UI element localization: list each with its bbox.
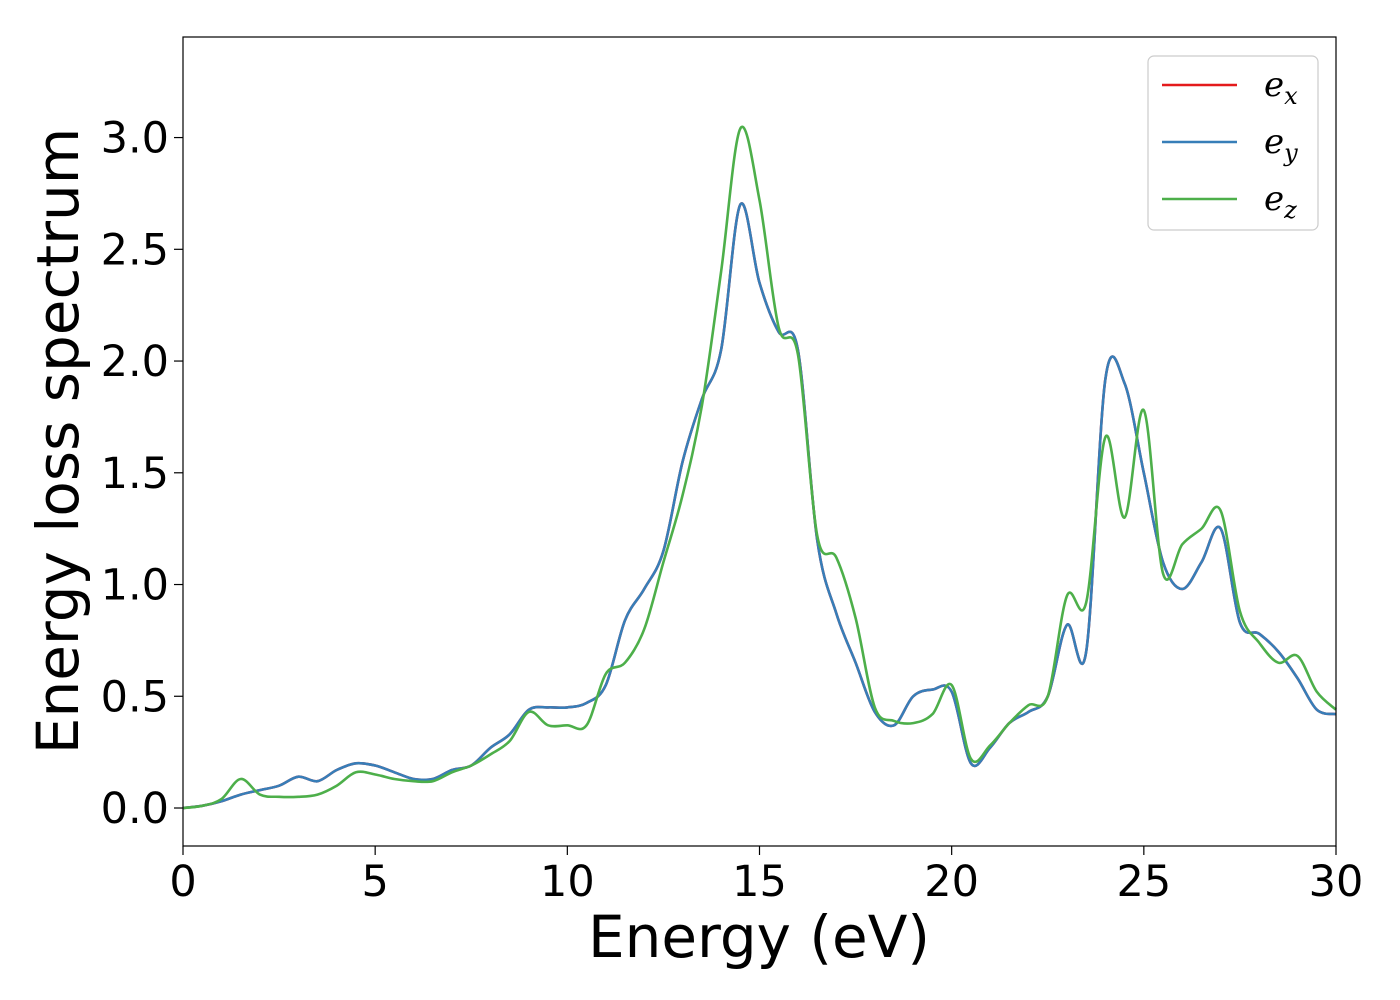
x-tick-label: 15 [732, 857, 787, 907]
y-axis-title: Energy loss spectrum [24, 128, 92, 754]
x-tick-label: 10 [540, 857, 595, 907]
x-axis: 0 5 10 15 20 25 30 [169, 846, 1363, 907]
x-tick-label: 25 [1116, 857, 1171, 907]
legend: ex ey ez [1147, 55, 1319, 231]
y-tick-label: 2.0 [101, 337, 169, 387]
plot-background [183, 37, 1336, 846]
x-tick-label: 20 [924, 857, 979, 907]
x-axis-title: Energy (eV) [588, 903, 930, 971]
legend-label: ex [1264, 65, 1298, 110]
x-tick-label: 0 [169, 857, 196, 907]
y-tick-label: 3.0 [101, 114, 169, 164]
series-layer [182, 125, 1337, 810]
series-line-ez [182, 125, 1337, 810]
y-axis: 0.0 0.5 1.0 1.5 2.0 2.5 3.0 [101, 114, 183, 834]
x-tick-label: 30 [1309, 857, 1364, 907]
legend-label: ey [1264, 122, 1298, 167]
x-tick-label: 5 [361, 857, 388, 907]
legend-label: ez [1264, 179, 1297, 224]
y-tick-label: 2.5 [101, 225, 169, 275]
y-tick-label: 1.5 [101, 449, 169, 499]
y-tick-label: 1.0 [101, 561, 169, 611]
y-tick-label: 0.0 [101, 784, 169, 834]
y-tick-label: 0.5 [101, 672, 169, 722]
